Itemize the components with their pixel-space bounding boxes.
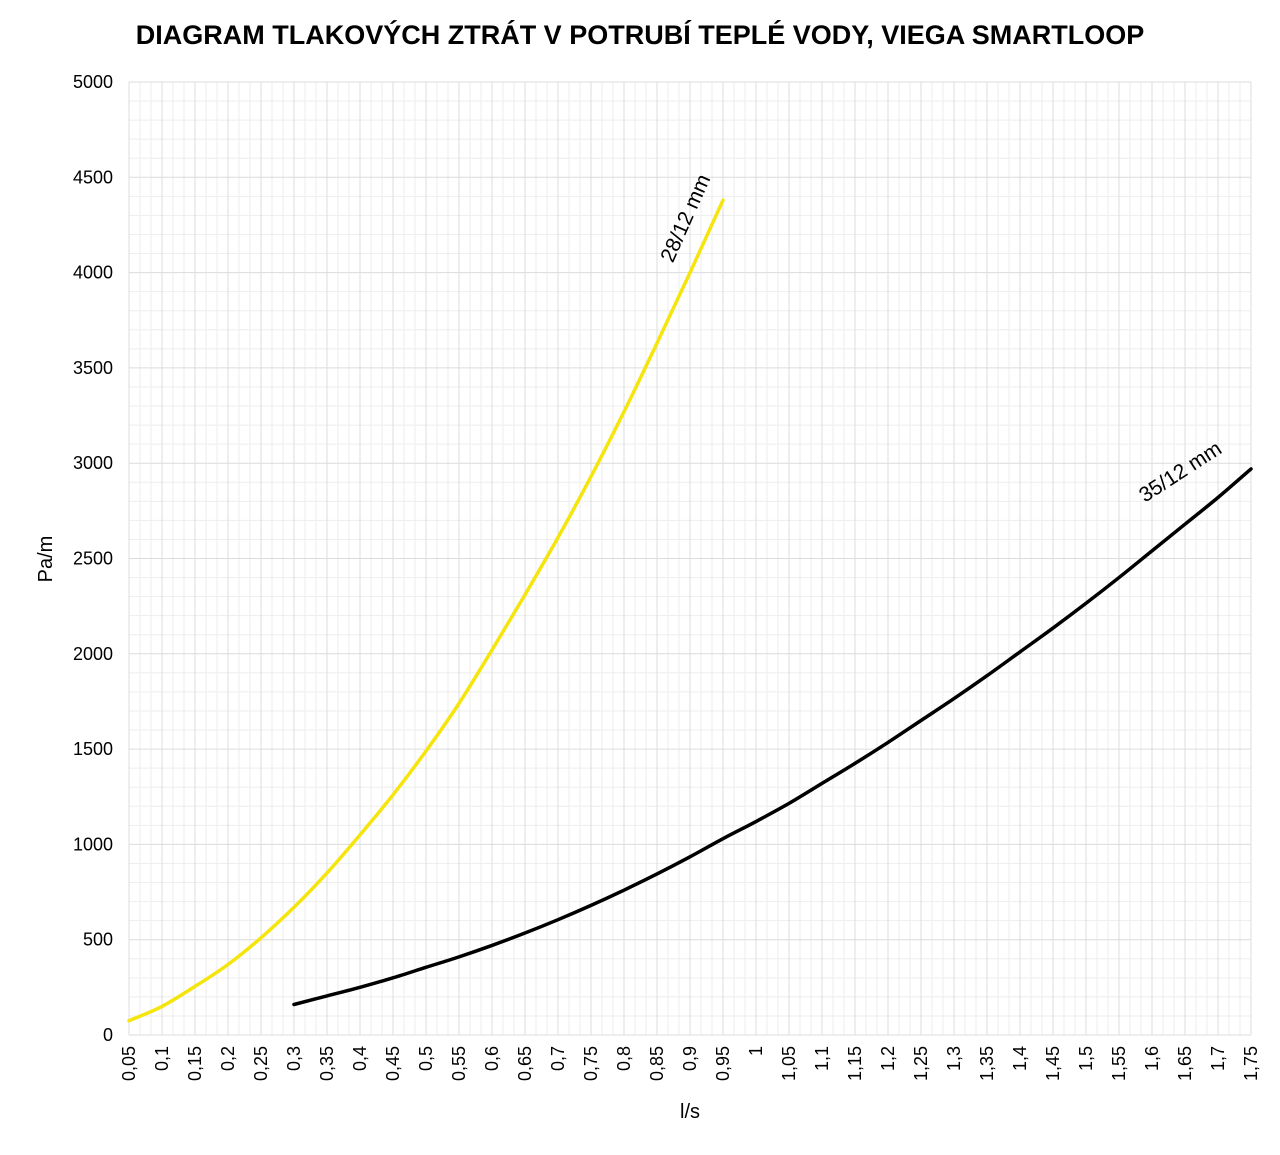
x-tick-label: 0,35: [317, 1046, 337, 1081]
y-tick-label: 4000: [73, 263, 113, 283]
x-tick-label: 1,05: [779, 1046, 799, 1081]
x-tick-label: 1,55: [1109, 1046, 1129, 1081]
y-tick-label: 5000: [73, 72, 113, 92]
series-line-1: [127, 198, 725, 1023]
y-tick-labels: 0 500 1000 1500 2000 2500 3000 3500 4000 4500 5000: [73, 72, 113, 1045]
x-tick-label: 1: [746, 1046, 766, 1056]
x-tick-label: 1,45: [1043, 1046, 1063, 1081]
y-tick-label: 3500: [73, 358, 113, 378]
x-tick-label: 1,35: [977, 1046, 997, 1081]
x-tick-label: 0,2: [218, 1046, 238, 1071]
x-tick-label: 1,6: [1142, 1046, 1162, 1071]
x-tick-label: 0,15: [185, 1046, 205, 1081]
y-tick-label: 1000: [73, 834, 113, 854]
x-tick-label: 0,85: [647, 1046, 667, 1081]
y-tick-label: 3000: [73, 453, 113, 473]
x-tick-label: 0,1: [152, 1046, 172, 1071]
x-tick-label: 1,7: [1208, 1046, 1228, 1071]
x-tick-label: 0,3: [284, 1046, 304, 1071]
x-tick-label: 1,15: [845, 1046, 865, 1081]
y-tick-label: 2000: [73, 644, 113, 664]
y-tick-label: 4500: [73, 167, 113, 187]
x-tick-label: 1,4: [1010, 1046, 1030, 1071]
y-tick-label: 500: [83, 930, 113, 950]
x-tick-label: 0,75: [581, 1046, 601, 1081]
x-tick-label: 0,5: [416, 1046, 436, 1071]
x-tick-label: 1,1: [812, 1046, 832, 1071]
x-tick-label: 0,25: [251, 1046, 271, 1081]
x-tick-label: 0,95: [713, 1046, 733, 1081]
grid-major: [128, 81, 1252, 1036]
y-tick-label: 0: [103, 1025, 113, 1045]
x-tick-label: 0,05: [119, 1046, 139, 1081]
x-tick-label: 1,25: [911, 1046, 931, 1081]
x-tick-label: 0,7: [548, 1046, 568, 1071]
x-tick-label: 1,2: [878, 1046, 898, 1071]
x-tick-label: 0,6: [482, 1046, 502, 1071]
x-tick-label: 1,65: [1175, 1046, 1195, 1081]
x-tick-label: 0,55: [449, 1046, 469, 1081]
x-tick-label: 1,75: [1241, 1046, 1261, 1081]
series-label-2: 35/12 mm: [1135, 437, 1226, 507]
series-labels: 28/12 mm 35/12 mm: [656, 171, 1226, 507]
x-tick-label: 0,8: [614, 1046, 634, 1071]
x-tick-label: 0,65: [515, 1046, 535, 1081]
x-tick-label: 1,5: [1076, 1046, 1096, 1071]
x-tick-label: 1,3: [944, 1046, 964, 1071]
x-tick-label: 0,45: [383, 1046, 403, 1081]
y-tick-label: 2500: [73, 549, 113, 569]
series-line-2: [292, 467, 1253, 1007]
series-label-1: 28/12 mm: [656, 171, 715, 266]
x-tick-label: 0,4: [350, 1046, 370, 1071]
x-tick-label: 0,9: [680, 1046, 700, 1071]
x-tick-labels: 0,05 0,1 0,15 0,2 0,25 0,3 0,35 0,4 0,45 0,5 0,55 0…: [119, 1046, 1261, 1081]
y-axis-label: Pa/m: [35, 536, 57, 583]
x-axis-label: l/s: [680, 1101, 700, 1123]
series-lines: [127, 198, 1253, 1023]
y-tick-label: 1500: [73, 739, 113, 759]
chart-title: DIAGRAM TLAKOVÝCH ZTRÁT V POTRUBÍ TEPLÉ …: [135, 20, 1145, 50]
